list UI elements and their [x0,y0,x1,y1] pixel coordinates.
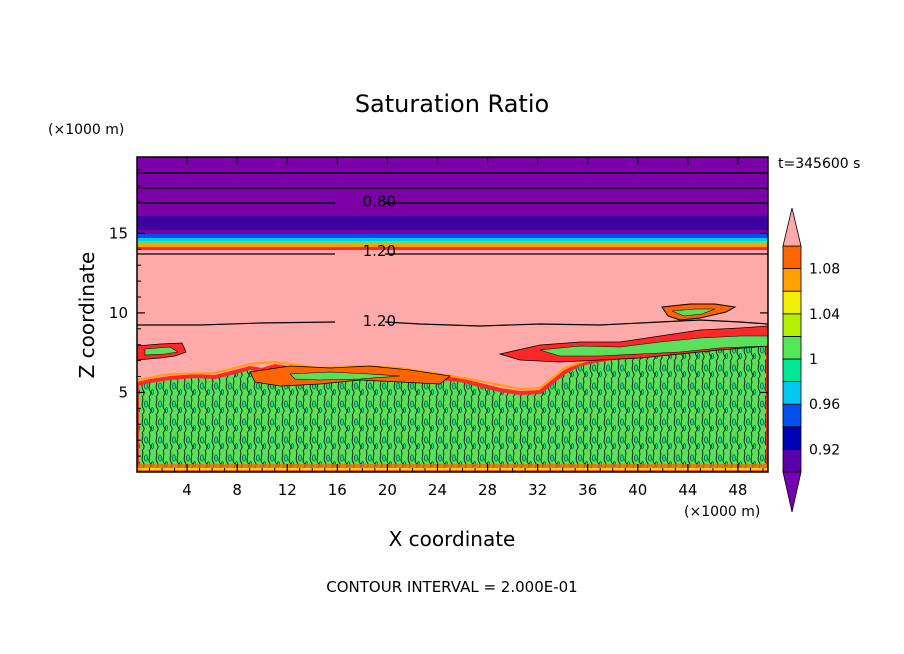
red-band [137,247,768,250]
green-band [137,241,768,244]
colorbar-segment [782,403,802,428]
x-tick-label: 48 [728,481,747,499]
cyan-band [137,238,768,241]
x-tick-label: 4 [182,481,192,499]
colorbar-under-arrow [782,471,802,513]
x-axis-title: X coordinate [389,527,516,551]
x-tick-label: 20 [378,481,397,499]
x-unit-label: (×1000 m) [684,504,760,520]
x-tick-label: 36 [578,481,597,499]
y-axis-title: Z coordinate [75,252,99,379]
colorbar-segment [782,290,802,315]
colorbar-label: 1 [809,352,818,368]
cloud-patch-left-inner [144,346,179,356]
plot-area [137,157,768,472]
contour-label: 1.20 [363,242,396,260]
colorbar-segment [782,245,802,270]
colorbar-label: 1.04 [809,307,840,323]
cloud-top-cell-inner [671,308,716,317]
dark-band [137,216,768,230]
y-tick-label: 5 [118,383,128,401]
colorbar-segment [782,448,802,473]
chart-title: Saturation Ratio [355,90,549,118]
cloud-streak-mid-inner [289,371,401,381]
contour-labels: 0.80 1.20 1.20 [363,193,396,330]
colorbar-segment [782,313,802,337]
colorbar-label: 0.92 [809,442,840,458]
cloud-patch-right-inner [539,335,768,357]
y-unit-label: (×1000 m) [48,122,124,138]
time-label: t=345600 s [778,156,860,172]
contour-line [137,319,769,327]
x-tick-label: 12 [278,481,297,499]
colorbar: 0.92 0.96 1 1.04 1.08 [782,207,840,513]
contour-interval-label: CONTOUR INTERVAL = 2.000E-01 [326,578,577,596]
y-tick-label: 10 [109,304,128,322]
x-axis: 4 8 12 16 20 24 28 32 36 40 44 48 [149,157,764,499]
plot-frame [136,156,769,473]
x-tick-label: 28 [478,481,497,499]
contour-lines [137,172,769,327]
colorbar-label: 1.08 [809,262,840,278]
colorbar-label: 0.96 [809,397,840,413]
colorbar-segment [782,381,802,405]
y-axis: 5 10 15 [109,169,768,457]
x-tick-label: 8 [232,481,242,499]
contour-label: 0.80 [363,193,396,211]
colorbar-segment [782,358,802,383]
x-tick-label: 16 [328,481,347,499]
x-tick-label: 44 [678,481,697,499]
x-tick-label: 32 [528,481,547,499]
x-tick-label: 24 [428,481,447,499]
x-tick-label: 40 [628,481,647,499]
colorbar-segment [782,268,802,292]
y-tick-label: 15 [109,224,128,242]
colorbar-segment [782,426,802,450]
contour-label: 1.20 [363,312,396,330]
colorbar-segment [782,335,802,360]
colorbar-over-arrow [782,207,802,247]
blue-band [137,234,768,238]
orange-band [137,244,768,247]
surface-band-line [137,468,768,470]
